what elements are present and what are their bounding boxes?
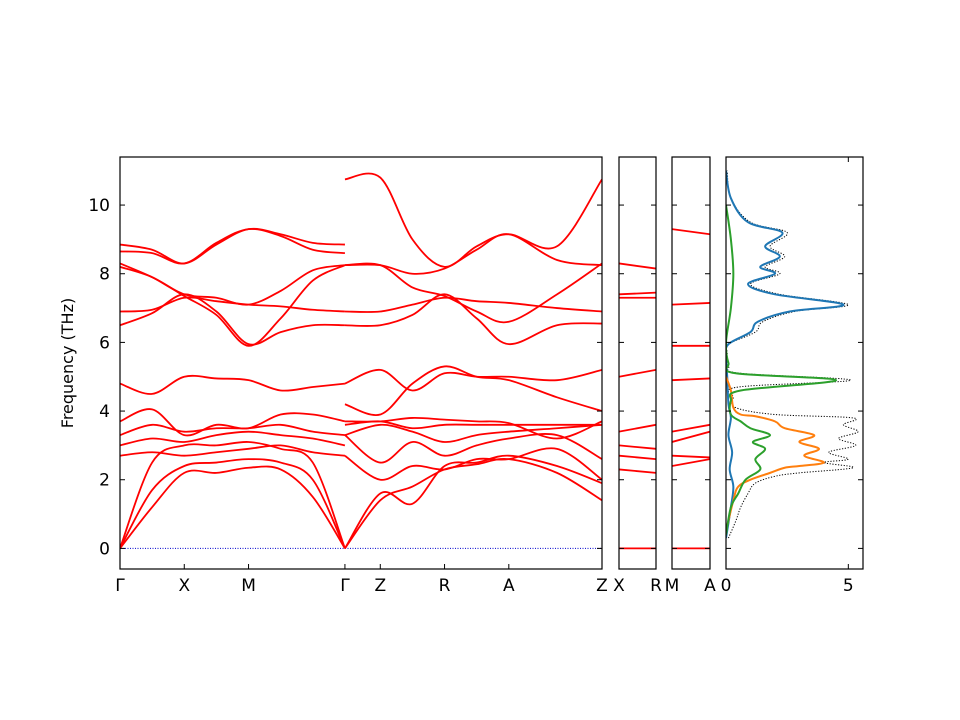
phonon-band — [120, 374, 346, 395]
phonon-band — [672, 458, 710, 467]
x-tick-label: Γ — [340, 576, 350, 596]
phonon-band — [344, 365, 602, 417]
x-tick-label: 0 — [721, 576, 732, 596]
x-tick-label: R — [650, 576, 662, 596]
dos-curve — [726, 204, 838, 535]
phonon-band — [619, 444, 656, 450]
phonon-band — [120, 444, 346, 457]
phonon-band — [120, 458, 346, 549]
x-tick-label: A — [503, 576, 515, 596]
phonon-band — [120, 423, 346, 436]
x-tick-label: X — [613, 576, 625, 596]
phonon-band — [619, 468, 656, 474]
phonon-band — [672, 423, 710, 433]
phonon-band — [120, 296, 345, 313]
panel-dos-frame — [725, 156, 864, 570]
x-tick-label: X — [178, 576, 190, 596]
panel-main-frame — [119, 156, 603, 570]
panel-X-R-data — [619, 262, 656, 550]
phonon-band — [120, 465, 346, 549]
dos-curve — [726, 376, 825, 532]
phonon-band — [120, 262, 346, 306]
x-tick-label: Z — [374, 576, 386, 596]
phonon-band — [344, 293, 602, 346]
phonon-band — [120, 228, 346, 265]
frame-layer — [119, 156, 864, 570]
phonon-band — [120, 293, 345, 346]
phonon-band — [344, 447, 602, 481]
y-tick-label: 0 — [99, 539, 110, 559]
x-tick-label: Γ — [115, 576, 125, 596]
phonon-band — [120, 227, 345, 265]
y-tick-label: 10 — [88, 196, 110, 216]
phonon-band — [619, 291, 656, 296]
phonon-band — [672, 430, 710, 443]
phonon-band — [344, 262, 602, 324]
x-tick-label: A — [704, 576, 716, 596]
panel-M-A-data — [672, 228, 710, 550]
panel-dos-data — [726, 170, 859, 539]
phonon-band — [619, 368, 656, 378]
x-tick-label: M — [241, 576, 256, 596]
phonon-band — [344, 423, 602, 443]
plot-layer — [120, 170, 859, 550]
phonon-band — [344, 433, 602, 464]
x-tick-label: R — [439, 576, 451, 596]
phonon-band — [619, 423, 656, 433]
phonon-band — [344, 296, 602, 313]
phonon-band — [672, 454, 710, 459]
x-tick-label: M — [665, 576, 680, 596]
dos-curve — [726, 170, 845, 539]
phonon-band — [344, 417, 602, 440]
y-tick-label: 8 — [99, 265, 110, 285]
phonon-band — [120, 430, 346, 447]
phonon-band — [120, 441, 346, 549]
y-axis-label: Frequency (THz) — [58, 298, 77, 428]
phonon-band — [672, 302, 710, 306]
phonon-band — [672, 228, 710, 236]
phonon-band — [344, 454, 602, 549]
panel-X-R-frame — [618, 156, 657, 570]
panel-main-data — [120, 172, 602, 549]
y-tick-label: 2 — [99, 471, 110, 491]
phonon-band — [619, 454, 656, 461]
dos-curve — [726, 170, 859, 539]
phonon-band — [120, 408, 346, 437]
phonon-band — [619, 262, 656, 270]
y-tick-label: 4 — [99, 402, 110, 422]
phonon-band — [344, 457, 602, 549]
x-tick-label: 5 — [843, 576, 854, 596]
phonon-band — [344, 368, 602, 392]
x-tick-label: Z — [596, 576, 608, 596]
phonon-band — [672, 377, 710, 382]
y-tick-label: 6 — [99, 333, 110, 353]
phonon-band — [344, 172, 602, 268]
panel-M-A-frame — [671, 156, 711, 570]
